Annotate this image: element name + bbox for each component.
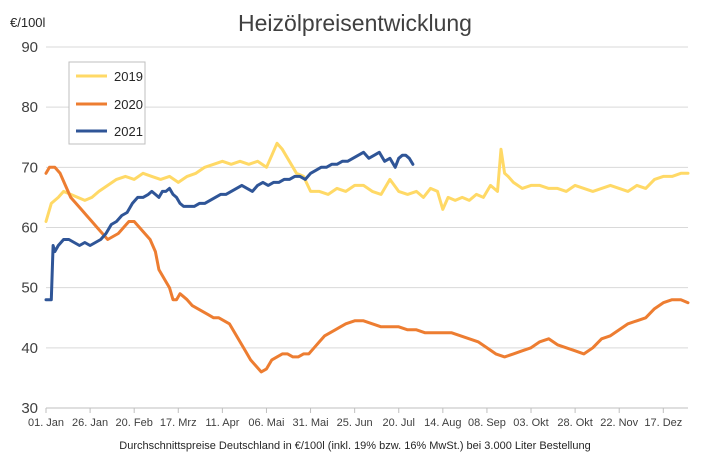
x-tick-11: 03. Okt: [513, 417, 548, 429]
x-tick-8: 20. Jul: [383, 417, 415, 429]
series-line-2021: [44, 150, 415, 302]
series-lines: [44, 141, 690, 374]
x-tick-9: 14. Aug: [424, 417, 461, 429]
x-tick-6: 31. Mai: [293, 417, 329, 429]
y-tick-90: 90: [21, 39, 38, 56]
chart-title: Heizölpreisentwicklung: [238, 10, 472, 36]
x-tick-0: 01. Jan: [28, 417, 64, 429]
y-tick-80: 80: [21, 99, 38, 116]
x-tick-10: 08. Sep: [468, 417, 506, 429]
y-tick-30: 30: [21, 400, 38, 417]
x-tick-7: 25. Jun: [337, 417, 373, 429]
x-tick-12: 28. Okt: [557, 417, 592, 429]
legend-label-2020: 2020: [114, 97, 143, 112]
gridlines: [46, 46, 688, 409]
legend-label-2019: 2019: [114, 69, 143, 84]
y-tick-60: 60: [21, 220, 38, 237]
x-tick-13: 22. Nov: [600, 417, 638, 429]
y-axis-unit: €/100l: [10, 15, 46, 30]
series-line-2019: [44, 141, 690, 223]
series-line-2020: [44, 165, 690, 374]
legend-label-2021: 2021: [114, 124, 143, 139]
x-tick-labels: 01. Jan 26. Jan 20. Feb 17. Mrz 11. Apr 06. M…: [28, 408, 682, 429]
y-tick-labels: 30 40 50 60 70 80 90: [21, 39, 38, 417]
y-tick-40: 40: [21, 340, 38, 357]
y-tick-50: 50: [21, 280, 38, 297]
chart-footnote: Durchschnittspreise Deutschland in €/100…: [119, 440, 590, 452]
x-tick-4: 11. Apr: [205, 417, 239, 429]
x-tick-2: 20. Feb: [116, 417, 153, 429]
x-tick-1: 26. Jan: [72, 417, 108, 429]
y-tick-70: 70: [21, 159, 38, 176]
x-tick-3: 17. Mrz: [160, 417, 197, 429]
x-tick-5: 06. Mai: [248, 417, 284, 429]
legend: 2019 2020 2021: [68, 61, 146, 145]
x-tick-14: 17. Dez: [644, 417, 682, 429]
